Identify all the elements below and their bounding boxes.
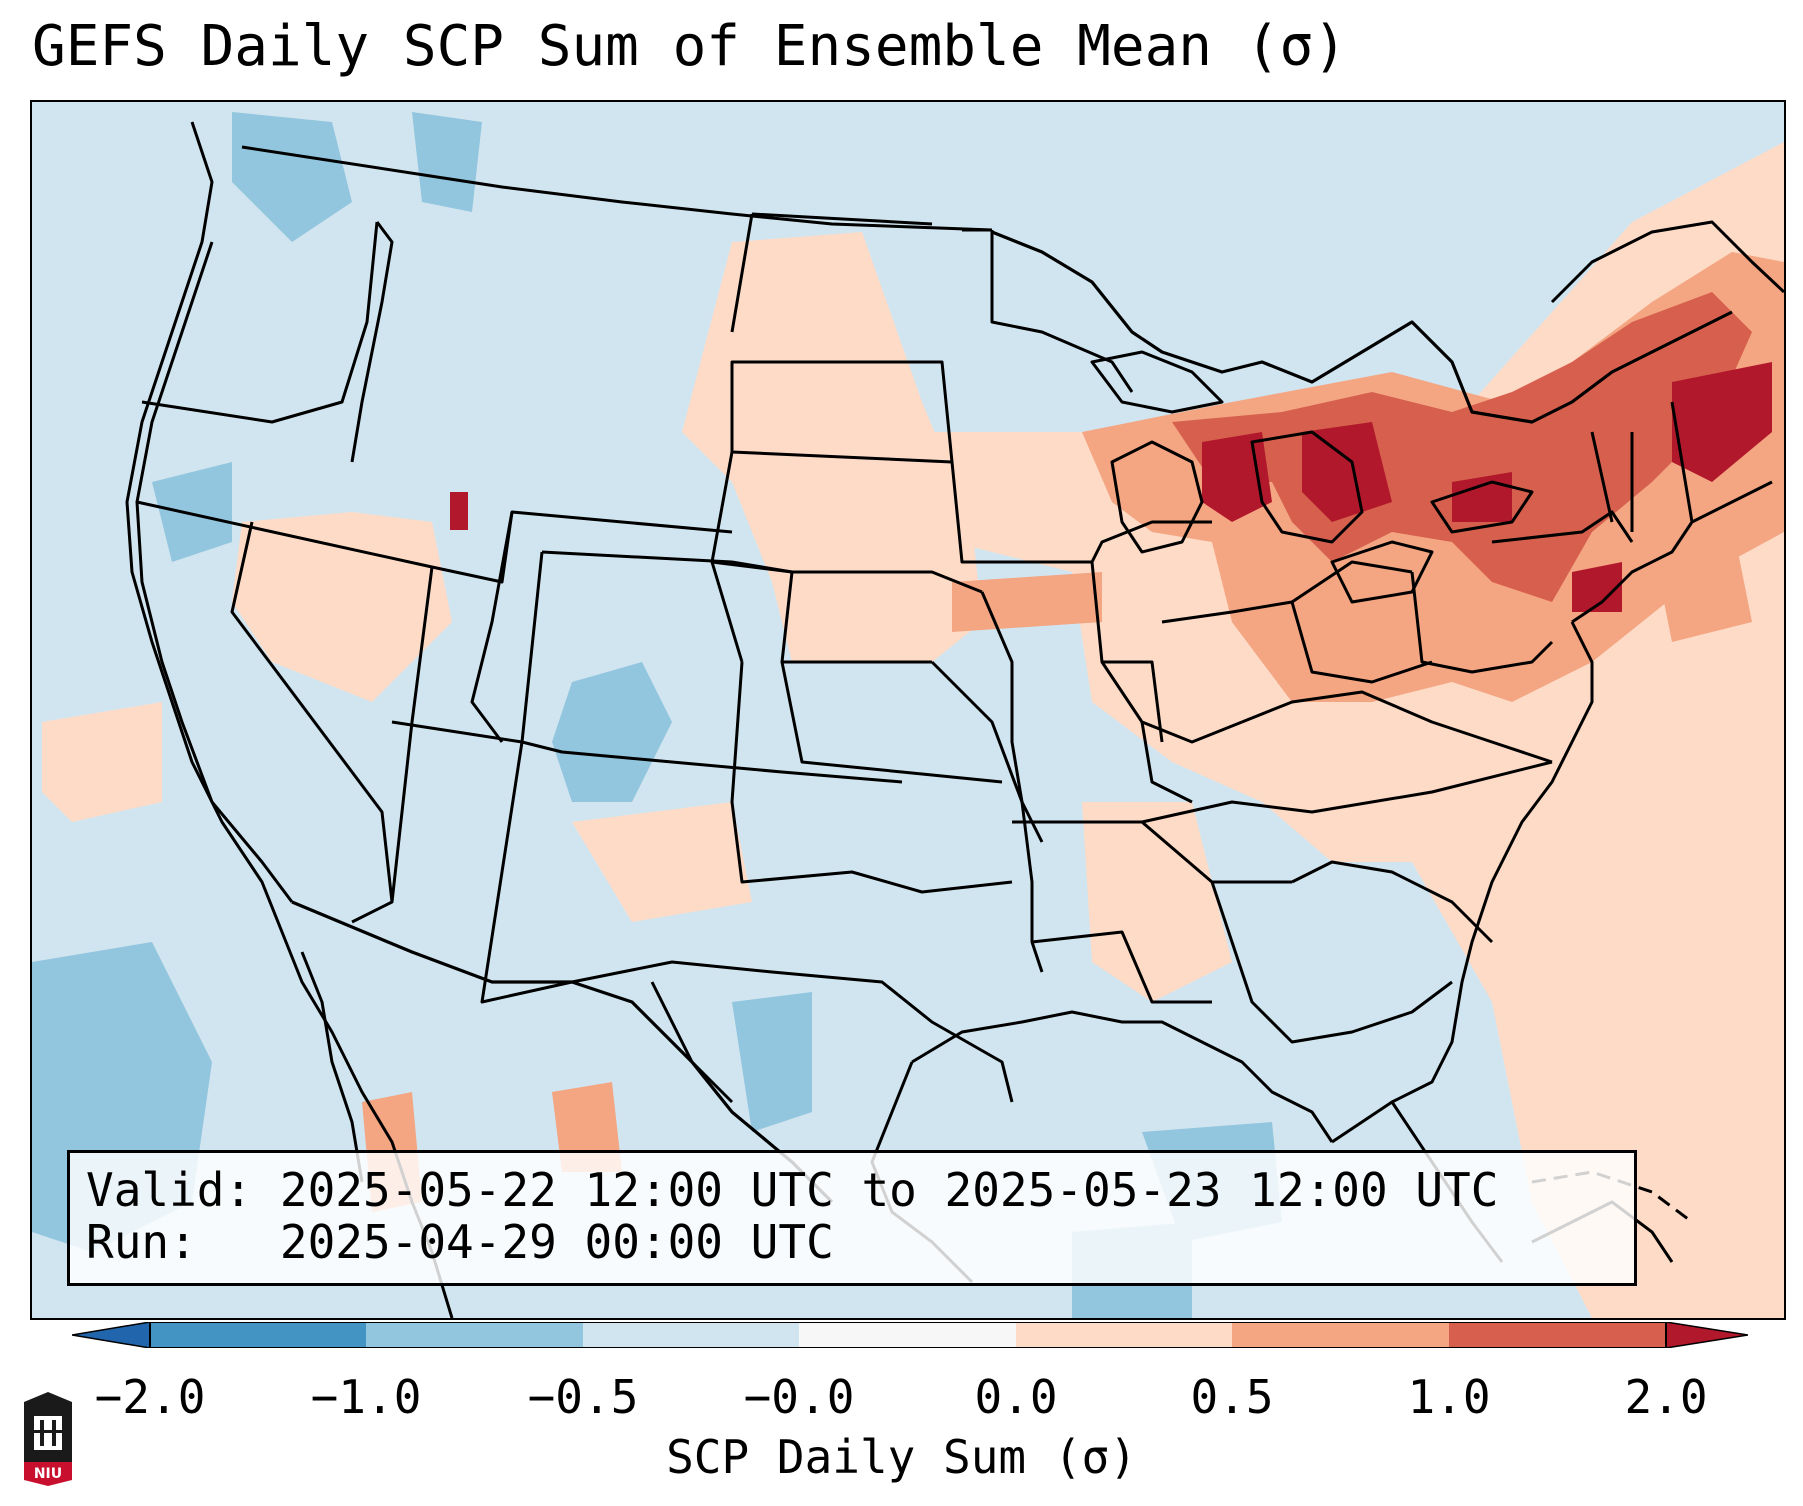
- niu-logo: NIU: [24, 1392, 72, 1486]
- colorbar-segment: [1016, 1322, 1232, 1348]
- run-line: Run: 2025-04-29 00:00 UTC: [86, 1215, 834, 1269]
- run-label: Run:: [86, 1215, 197, 1269]
- colorbar-tick: −0.0: [743, 1370, 855, 1424]
- colorbar-segment: [1232, 1322, 1449, 1348]
- map-panel[interactable]: [30, 100, 1786, 1320]
- colorbar-tick: 0.0: [974, 1370, 1058, 1424]
- valid-time-box: Valid: 2025-05-22 12:00 UTC to 2025-05-2…: [67, 1150, 1637, 1286]
- colorbar-segment: [583, 1322, 799, 1348]
- colorbar-segment: [366, 1322, 583, 1348]
- colorbar-tick: −1.0: [310, 1370, 422, 1424]
- colorbar-tick: 2.0: [1624, 1370, 1708, 1424]
- colorbar-segment: [150, 1322, 366, 1348]
- colorbar-extend-high: [1665, 1322, 1748, 1348]
- colorbar: [72, 1322, 1748, 1348]
- anomaly-region-moderate-negative: [552, 662, 672, 802]
- colorbar-extend-low: [72, 1322, 151, 1348]
- colorbar-segment: [799, 1322, 1016, 1348]
- run-value: 2025-04-29 00:00 UTC: [279, 1215, 834, 1269]
- country-boundaries: [291, 230, 1733, 1204]
- colorbar-tick: 0.5: [1190, 1370, 1274, 1424]
- valid-value: 2025-05-22 12:00 UTC to 2025-05-23 12:00…: [279, 1163, 1499, 1217]
- anomaly-region-strong-positive: [1172, 292, 1752, 602]
- colorbar-tick: 1.0: [1407, 1370, 1491, 1424]
- colorbar-tick: −0.5: [527, 1370, 639, 1424]
- svg-text:NIU: NIU: [34, 1466, 62, 1482]
- colorbar-segment: [1449, 1322, 1666, 1348]
- anomaly-field: [32, 112, 1784, 1318]
- valid-line: Valid: 2025-05-22 12:00 UTC to 2025-05-2…: [86, 1163, 1498, 1217]
- map-title: GEFS Daily SCP Sum of Ensemble Mean (σ): [32, 14, 1347, 79]
- colorbar-label: SCP Daily Sum (σ): [666, 1430, 1137, 1484]
- map-canvas: [32, 112, 1784, 1318]
- valid-label: Valid:: [86, 1163, 253, 1217]
- state-boundaries: [135, 145, 1694, 1104]
- colorbar-tick: −2.0: [94, 1370, 206, 1424]
